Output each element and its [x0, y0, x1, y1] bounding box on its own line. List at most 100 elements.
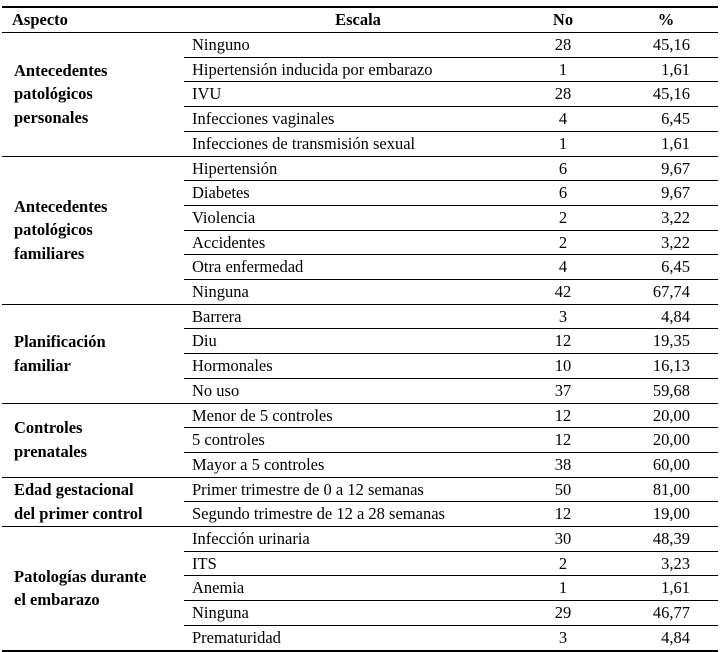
- cell-pct: 9,67: [594, 180, 718, 206]
- cell-no: 30: [532, 526, 594, 552]
- cell-pct: 45,16: [594, 32, 718, 58]
- cell-no: 12: [532, 427, 594, 453]
- cell-pct: 81,00: [594, 477, 718, 503]
- aspecto-group-label: Antecedentes patológicos personales: [2, 32, 184, 157]
- cell-escala: Ninguno: [184, 32, 532, 58]
- table-row: Planificación familiar Barrera 3 4,84: [2, 304, 718, 404]
- cell-pct: 45,16: [594, 81, 718, 108]
- cell-no: 4: [532, 254, 594, 281]
- cell-escala: No uso: [184, 378, 532, 404]
- cell-no: 2: [532, 230, 594, 256]
- cell-pct: 20,00: [594, 403, 718, 429]
- cell-pct: 16,13: [594, 353, 718, 379]
- cell-no: 38: [532, 452, 594, 478]
- cell-pct: 4,84: [594, 304, 718, 330]
- cell-pct: 60,00: [594, 452, 718, 478]
- table-row: Mayor a 5 controles 38 60,00: [2, 452, 718, 478]
- aspecto-group-label: Controles prenatales: [2, 403, 184, 478]
- cell-pct: 20,00: [594, 427, 718, 453]
- cell-pct: 59,68: [594, 378, 718, 404]
- table-row: Accidentes 2 3,22: [2, 230, 718, 256]
- cell-no: 1: [532, 131, 594, 157]
- table-row: IVU 28 45,16: [2, 81, 718, 108]
- table-row: Infecciones vaginales 4 6,45: [2, 106, 718, 132]
- cell-pct: 3,23: [594, 551, 718, 577]
- cell-no: 3: [532, 304, 594, 330]
- cell-pct: 19,00: [594, 501, 718, 528]
- cell-escala: Infección urinaria: [184, 526, 532, 552]
- cell-pct: 48,39: [594, 526, 718, 552]
- cell-no: 2: [532, 551, 594, 577]
- aspecto-group-label: Planificación familiar: [2, 304, 184, 404]
- cell-escala: Hipertensión inducida por embarazo: [184, 57, 532, 83]
- cell-escala: Hormonales: [184, 353, 532, 379]
- cell-no: 3: [532, 625, 594, 652]
- col-header-pct: %: [594, 7, 718, 33]
- table-row: Antecedentes patológicos familiares Hiper…: [2, 156, 718, 305]
- cell-no: 12: [532, 501, 594, 528]
- table-row: Otra enfermedad 4 6,45: [2, 254, 718, 281]
- table-row: Controles prenatales Menor de 5 controles…: [2, 403, 718, 478]
- cell-no: 10: [532, 353, 594, 379]
- cell-escala: Diabetes: [184, 180, 532, 206]
- cell-pct: 4,84: [594, 625, 718, 652]
- table-row: Violencia 2 3,22: [2, 205, 718, 231]
- table-row: Infecciones de transmisión sexual 1 1,61: [2, 131, 718, 157]
- cell-pct: 19,35: [594, 328, 718, 355]
- cell-escala: 5 controles: [184, 427, 532, 453]
- cell-pct: 67,74: [594, 279, 718, 305]
- table-row: Segundo trimestre de 12 a 28 semanas 12 19…: [2, 501, 718, 528]
- cell-no: 12: [532, 328, 594, 355]
- cell-escala: Primer trimestre de 0 a 12 semanas: [184, 477, 532, 503]
- cell-no: 2: [532, 205, 594, 231]
- cell-escala: Hipertensión: [184, 156, 532, 182]
- cell-escala: Infecciones de transmisión sexual: [184, 131, 532, 157]
- cell-no: 1: [532, 575, 594, 602]
- table-row: No uso 37 59,68: [2, 378, 718, 404]
- table-row: 5 controles 12 20,00: [2, 427, 718, 453]
- aspecto-group-label: Antecedentes patológicos familiares: [2, 156, 184, 305]
- aspecto-group-label: Edad gestacional del primer control: [2, 477, 184, 528]
- cell-escala: Mayor a 5 controles: [184, 452, 532, 478]
- cell-pct: 46,77: [594, 600, 718, 626]
- col-header-aspecto: Aspecto: [2, 7, 184, 33]
- cell-escala: Ninguna: [184, 600, 532, 626]
- cell-no: 50: [532, 477, 594, 503]
- cell-escala: Menor de 5 controles: [184, 403, 532, 429]
- cell-escala: Segundo trimestre de 12 a 28 semanas: [184, 501, 532, 528]
- col-header-no: No: [532, 7, 594, 33]
- cell-no: 1: [532, 57, 594, 83]
- cell-no: 37: [532, 378, 594, 404]
- table-row: Hormonales 10 16,13: [2, 353, 718, 379]
- table-row: Diu 12 19,35: [2, 328, 718, 355]
- table-row: Patologías durante el embarazo Infección …: [2, 526, 718, 652]
- aspecto-group-label: Patologías durante el embarazo: [2, 526, 184, 652]
- cell-escala: Violencia: [184, 205, 532, 231]
- cell-pct: 1,61: [594, 131, 718, 157]
- table-row: Edad gestacional del primer control Prime…: [2, 477, 718, 528]
- cell-no: 28: [532, 81, 594, 108]
- cell-escala: Anemia: [184, 575, 532, 602]
- cell-escala: Infecciones vaginales: [184, 106, 532, 132]
- cell-no: 4: [532, 106, 594, 132]
- table-row: Diabetes 6 9,67: [2, 180, 718, 206]
- cell-pct: 6,45: [594, 106, 718, 132]
- table-row: Antecedentes patológicos personales Ningu…: [2, 32, 718, 157]
- table-row: Hipertensión inducida por embarazo 1 1,61: [2, 57, 718, 83]
- cell-escala: IVU: [184, 81, 532, 108]
- table-row: Ninguna 42 67,74: [2, 279, 718, 305]
- col-header-escala: Escala: [184, 7, 532, 33]
- table-row: Ninguna 29 46,77: [2, 600, 718, 626]
- cell-escala: ITS: [184, 551, 532, 577]
- cell-no: 28: [532, 32, 594, 58]
- header-row: Aspecto Escala No %: [2, 7, 718, 33]
- cell-escala: Prematuridad: [184, 625, 532, 652]
- statistics-table: Aspecto Escala No % Antecedentes patológ…: [2, 6, 718, 652]
- cell-escala: Otra enfermedad: [184, 254, 532, 281]
- table-row: ITS 2 3,23: [2, 551, 718, 577]
- cell-escala: Diu: [184, 328, 532, 355]
- cell-pct: 9,67: [594, 156, 718, 182]
- cell-pct: 3,22: [594, 230, 718, 256]
- cell-pct: 3,22: [594, 205, 718, 231]
